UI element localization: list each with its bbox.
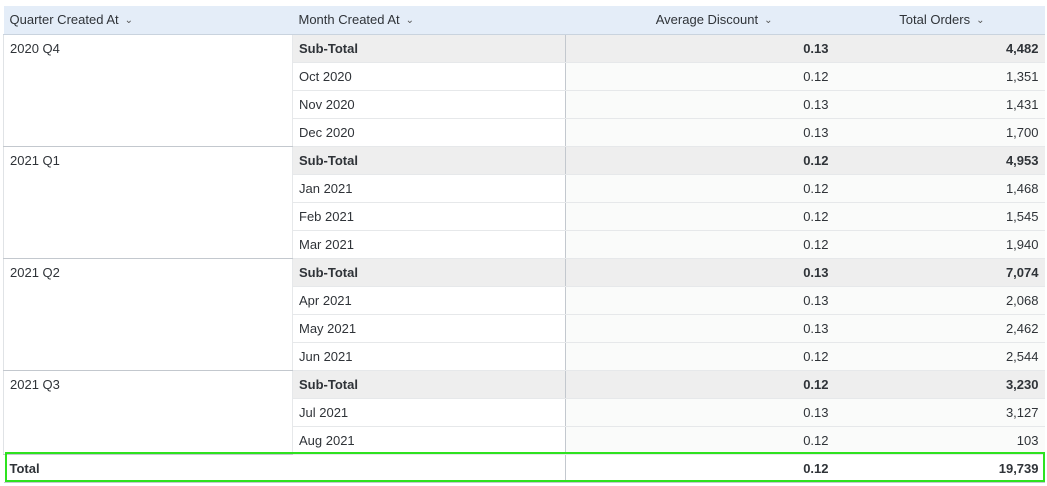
month-cell: Aug 2021 bbox=[292, 426, 566, 455]
total-orders-cell: 2,068 bbox=[834, 286, 1045, 315]
total-orders-cell: 1,940 bbox=[834, 230, 1045, 259]
total-average-discount: 0.12 bbox=[565, 453, 835, 483]
subtotal-average-discount: 0.12 bbox=[565, 369, 835, 399]
quarter-cell: 2020 Q4 bbox=[3, 34, 293, 147]
average-discount-cell: 0.13 bbox=[565, 118, 835, 147]
table-row: Jul 2021 0.13 3,127 bbox=[4, 398, 1045, 427]
total-orders-cell: 3,127 bbox=[834, 398, 1045, 427]
table-row: May 2021 0.13 2,462 bbox=[4, 314, 1045, 343]
table-row: Dec 2020 0.13 1,700 bbox=[4, 118, 1045, 147]
pivot-table: Quarter Created At ⌄ Month Created At ⌄ Av… bbox=[3, 6, 1045, 483]
total-orders-cell: 2,544 bbox=[834, 342, 1045, 371]
table-footer: Total 0.12 19,739 bbox=[3, 453, 1045, 483]
total-row: Total 0.12 19,739 bbox=[3, 453, 1045, 483]
month-cell: Mar 2021 bbox=[292, 230, 566, 259]
subtotal-row: 2020 Q4 Sub-Total 0.13 4,482 bbox=[3, 33, 1045, 147]
column-header-total-orders[interactable]: Total Orders ⌄ bbox=[834, 6, 1045, 35]
table-row: Oct 2020 0.12 1,351 bbox=[4, 62, 1045, 91]
month-cell: Nov 2020 bbox=[292, 90, 566, 119]
chevron-down-icon[interactable]: ⌄ bbox=[124, 15, 134, 27]
subtotal-average-discount: 0.13 bbox=[565, 33, 835, 63]
average-discount-cell: 0.13 bbox=[565, 90, 835, 119]
subtotal-average-discount: 0.13 bbox=[565, 257, 835, 287]
quarter-cell: 2021 Q3 bbox=[3, 370, 293, 455]
table-row: Apr 2021 0.13 2,068 bbox=[4, 286, 1045, 315]
total-orders-cell: 1,351 bbox=[834, 62, 1045, 91]
subtotal-label: Sub-Total bbox=[292, 257, 566, 287]
total-orders-cell: 1,700 bbox=[834, 118, 1045, 147]
total-orders: 19,739 bbox=[834, 453, 1045, 483]
column-header-month[interactable]: Month Created At ⌄ bbox=[292, 6, 566, 35]
table-body: 2020 Q4 Sub-Total 0.13 4,482 Oct 2020 0.12 1,3… bbox=[3, 33, 1045, 455]
total-orders-cell: 1,545 bbox=[834, 202, 1045, 231]
subtotal-row: 2021 Q1 Sub-Total 0.12 4,953 bbox=[3, 145, 1045, 259]
month-cell: May 2021 bbox=[292, 314, 566, 343]
column-header-average-discount[interactable]: Average Discount ⌄ bbox=[565, 6, 835, 35]
column-header-label: Month Created At bbox=[298, 12, 400, 28]
total-label: Total bbox=[3, 453, 566, 483]
month-cell: Oct 2020 bbox=[292, 62, 566, 91]
total-orders-cell: 2,462 bbox=[834, 314, 1045, 343]
quarter-cell: 2021 Q1 bbox=[3, 146, 293, 259]
average-discount-cell: 0.13 bbox=[565, 398, 835, 427]
subtotal-total-orders: 4,953 bbox=[834, 145, 1045, 175]
month-cell: Apr 2021 bbox=[292, 286, 566, 315]
table-header: Quarter Created At ⌄ Month Created At ⌄ Av… bbox=[3, 6, 1045, 35]
chevron-down-icon[interactable]: ⌄ bbox=[405, 15, 415, 27]
average-discount-cell: 0.12 bbox=[565, 62, 835, 91]
month-cell: Dec 2020 bbox=[292, 118, 566, 147]
table-row: Feb 2021 0.12 1,545 bbox=[4, 202, 1045, 231]
total-orders-cell: 1,431 bbox=[834, 90, 1045, 119]
column-header-label: Total Orders bbox=[899, 12, 971, 28]
month-cell: Jul 2021 bbox=[292, 398, 566, 427]
subtotal-average-discount: 0.12 bbox=[565, 145, 835, 175]
column-header-quarter[interactable]: Quarter Created At ⌄ bbox=[3, 6, 293, 35]
subtotal-row: 2021 Q2 Sub-Total 0.13 7,074 bbox=[3, 257, 1045, 371]
table-row: Nov 2020 0.13 1,431 bbox=[4, 90, 1045, 119]
table-row: Jan 2021 0.12 1,468 bbox=[4, 174, 1045, 203]
average-discount-cell: 0.12 bbox=[565, 230, 835, 259]
average-discount-cell: 0.13 bbox=[565, 314, 835, 343]
total-orders-cell: 103 bbox=[834, 426, 1045, 455]
subtotal-label: Sub-Total bbox=[292, 33, 566, 63]
chevron-down-icon[interactable]: ⌄ bbox=[976, 15, 985, 27]
subtotal-row: 2021 Q3 Sub-Total 0.12 3,230 bbox=[3, 369, 1045, 455]
column-header-label: Average Discount bbox=[655, 12, 759, 28]
month-cell: Jun 2021 bbox=[292, 342, 566, 371]
column-header-label: Quarter Created At bbox=[9, 12, 119, 28]
chevron-down-icon[interactable]: ⌄ bbox=[764, 15, 773, 27]
subtotal-label: Sub-Total bbox=[292, 145, 566, 175]
average-discount-cell: 0.12 bbox=[565, 202, 835, 231]
month-cell: Jan 2021 bbox=[292, 174, 566, 203]
subtotal-label: Sub-Total bbox=[292, 369, 566, 399]
total-orders-cell: 1,468 bbox=[834, 174, 1045, 203]
quarter-cell: 2021 Q2 bbox=[3, 258, 293, 371]
average-discount-cell: 0.13 bbox=[565, 286, 835, 315]
subtotal-total-orders: 7,074 bbox=[834, 257, 1045, 287]
subtotal-total-orders: 3,230 bbox=[834, 369, 1045, 399]
average-discount-cell: 0.12 bbox=[565, 342, 835, 371]
subtotal-total-orders: 4,482 bbox=[834, 33, 1045, 63]
average-discount-cell: 0.12 bbox=[565, 426, 835, 455]
average-discount-cell: 0.12 bbox=[565, 174, 835, 203]
month-cell: Feb 2021 bbox=[292, 202, 566, 231]
